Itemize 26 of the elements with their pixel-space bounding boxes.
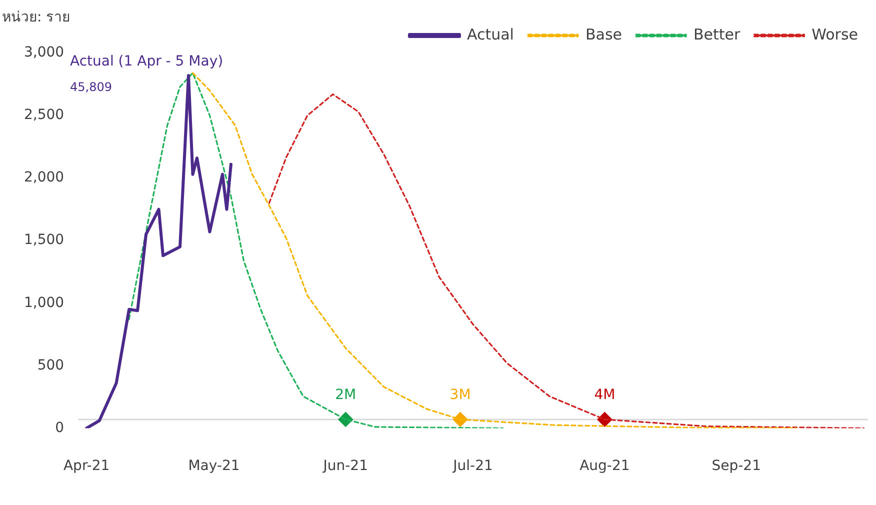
- y-tick-label: 1,500: [24, 232, 64, 248]
- legend-label: Better: [693, 25, 741, 44]
- x-tick-label: Apr-21: [63, 458, 110, 474]
- annotation: 3M: [450, 387, 471, 404]
- legend-label: Worse: [812, 25, 858, 44]
- line-series: [192, 72, 797, 428]
- x-tick-label: Sep-21: [712, 458, 761, 474]
- x-tick-label: May-21: [188, 458, 240, 474]
- y-tick-label: 1,000: [24, 294, 64, 311]
- legend-label: Actual: [466, 25, 514, 44]
- x-tick-label: Jul-21: [452, 458, 493, 474]
- y-tick-label: 0: [55, 420, 64, 436]
- line-series: [128, 72, 504, 428]
- annotation: 4M: [594, 387, 616, 404]
- annotation: 45,809: [70, 80, 112, 94]
- annotation: Actual (1 Apr - 5 May): [70, 54, 224, 70]
- legend-label: Base: [585, 25, 622, 44]
- y-tick-label: 3,000: [24, 44, 64, 61]
- y-tick-label: 500: [37, 357, 64, 374]
- y-tick-label: 2,500: [24, 107, 64, 124]
- x-tick-label: Jun-21: [322, 458, 368, 474]
- y-tick-label: 2,000: [24, 170, 64, 186]
- annotation: 2M: [335, 387, 356, 404]
- y-axis-title: หน่วย: ราย: [2, 10, 70, 26]
- x-tick-label: Aug-21: [580, 458, 630, 474]
- line-series: [268, 93, 865, 428]
